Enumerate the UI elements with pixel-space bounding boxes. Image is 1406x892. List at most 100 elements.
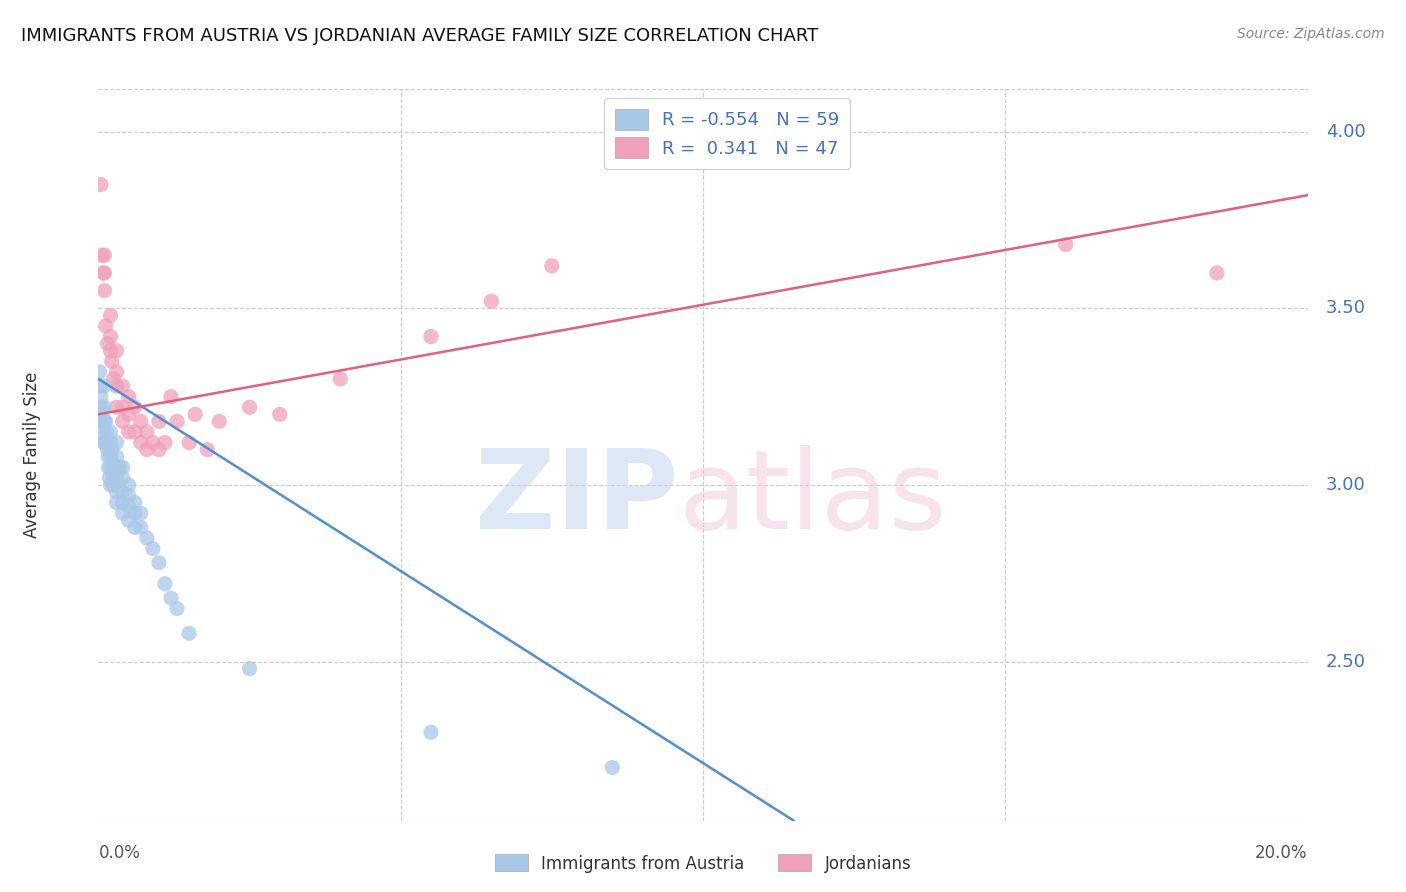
Point [124, 506, 146, 520]
Point [89, 379, 111, 393]
Point [93, 266, 115, 280]
Point [100, 329, 122, 343]
Point [93, 435, 115, 450]
Point [100, 343, 122, 358]
Point [118, 513, 141, 527]
Point [195, 442, 218, 457]
Point [239, 401, 262, 415]
Point [105, 485, 128, 500]
Point [97, 460, 120, 475]
Point [208, 414, 231, 428]
Point [602, 761, 624, 775]
Point [111, 485, 134, 500]
Point [89, 365, 111, 379]
Point [419, 329, 441, 343]
Point [135, 531, 157, 545]
Point [108, 460, 131, 475]
Legend: R = -0.554   N = 59, R =  0.341   N = 47: R = -0.554 N = 59, R = 0.341 N = 47 [605, 98, 851, 169]
Point [96, 425, 118, 439]
Point [100, 435, 122, 450]
Legend: Immigrants from Austria, Jordanians: Immigrants from Austria, Jordanians [488, 847, 918, 880]
Point [118, 489, 141, 503]
Point [239, 662, 262, 676]
Point [111, 460, 134, 475]
Point [98, 471, 121, 485]
Point [100, 354, 122, 368]
Point [97, 450, 120, 464]
Point [105, 401, 128, 415]
Point [129, 506, 152, 520]
Point [160, 591, 183, 605]
Point [184, 407, 207, 421]
Point [90, 401, 112, 415]
Text: IMMIGRANTS FROM AUSTRIA VS JORDANIAN AVERAGE FAMILY SIZE CORRELATION CHART: IMMIGRANTS FROM AUSTRIA VS JORDANIAN AVE… [21, 27, 818, 45]
Text: 2.50: 2.50 [1326, 653, 1365, 671]
Point [142, 435, 165, 450]
Point [93, 401, 115, 415]
Point [148, 556, 170, 570]
Point [111, 401, 134, 415]
Point [91, 407, 114, 421]
Point [160, 390, 183, 404]
Point [111, 495, 134, 509]
Point [91, 248, 114, 262]
Point [142, 541, 165, 556]
Point [100, 309, 122, 323]
Point [105, 495, 128, 509]
Point [105, 343, 128, 358]
Point [105, 365, 128, 379]
Point [329, 372, 352, 386]
Point [105, 460, 128, 475]
Point [96, 435, 118, 450]
Point [118, 407, 141, 421]
Point [96, 442, 118, 457]
Point [118, 499, 141, 513]
Point [105, 379, 128, 393]
Text: atlas: atlas [679, 445, 948, 552]
Point [96, 336, 118, 351]
Point [124, 520, 146, 534]
Point [419, 725, 441, 739]
Point [105, 435, 128, 450]
Point [101, 457, 124, 471]
Point [105, 471, 128, 485]
Point [100, 425, 122, 439]
Text: 3.00: 3.00 [1326, 476, 1365, 494]
Text: 0.0%: 0.0% [98, 844, 141, 862]
Point [540, 259, 562, 273]
Point [481, 294, 503, 309]
Point [93, 435, 115, 450]
Point [93, 379, 115, 393]
Text: Average Family Size: Average Family Size [22, 372, 41, 538]
Point [118, 390, 141, 404]
Point [93, 284, 115, 298]
Point [124, 495, 146, 509]
Point [111, 379, 134, 393]
Point [105, 450, 128, 464]
Point [166, 414, 188, 428]
Point [111, 471, 134, 485]
Text: Source: ZipAtlas.com: Source: ZipAtlas.com [1237, 27, 1385, 41]
Point [93, 248, 115, 262]
Point [129, 520, 152, 534]
Point [148, 442, 170, 457]
Point [94, 414, 117, 428]
Point [166, 601, 188, 615]
Point [100, 460, 122, 475]
Text: 20.0%: 20.0% [1256, 844, 1308, 862]
Point [153, 435, 176, 450]
Text: ZIP: ZIP [475, 445, 679, 552]
Point [118, 425, 141, 439]
Point [93, 414, 115, 428]
Point [129, 435, 152, 450]
Point [118, 478, 141, 492]
Point [90, 178, 112, 192]
Point [100, 442, 122, 457]
Point [90, 390, 112, 404]
Point [103, 478, 125, 492]
Text: 4.00: 4.00 [1326, 122, 1365, 141]
Point [100, 478, 122, 492]
Point [153, 577, 176, 591]
Point [100, 450, 122, 464]
Point [124, 425, 146, 439]
